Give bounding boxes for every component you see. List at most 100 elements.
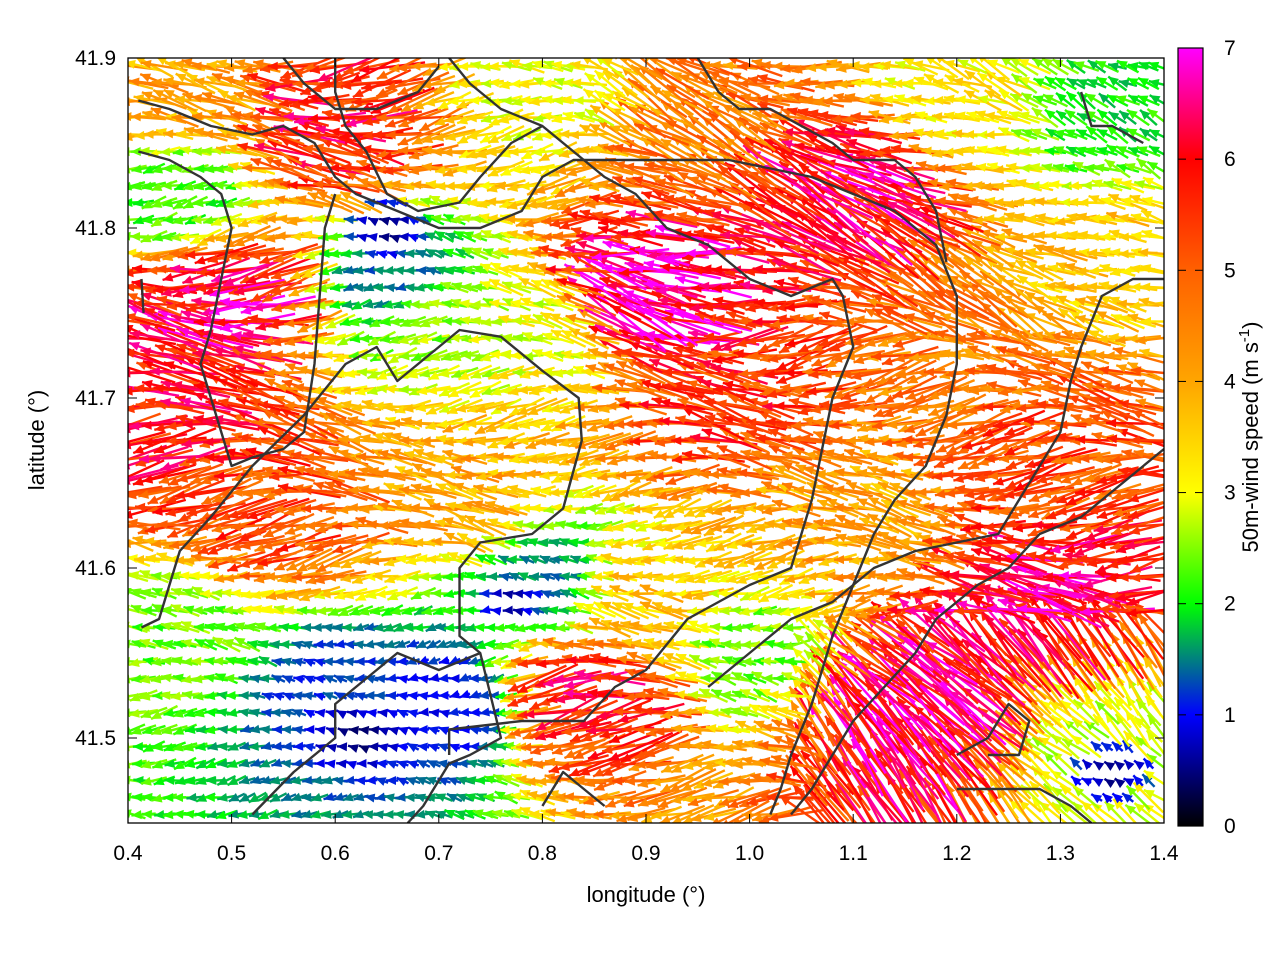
- wind-vector: [703, 809, 744, 822]
- wind-vector: [491, 809, 521, 819]
- wind-vector: [1121, 792, 1135, 803]
- wind-vector: [355, 776, 368, 786]
- wind-vector: [1125, 784, 1151, 811]
- x-tick-label: 1.3: [1046, 842, 1075, 865]
- wind-vector: [1132, 774, 1144, 787]
- wind-vector: [447, 707, 461, 717]
- wind-vector: [293, 741, 305, 751]
- x-tick-label: 0.5: [217, 842, 246, 865]
- wind-vector: [387, 726, 400, 736]
- x-tick-label: 0.8: [528, 842, 557, 865]
- wind-vector: [314, 758, 325, 768]
- wind-vector: [758, 805, 814, 823]
- wind-vector: [417, 742, 430, 752]
- wind-vector: [668, 768, 717, 793]
- wind-vector: [356, 216, 368, 225]
- wind-vector: [396, 708, 409, 719]
- wind-vector: [310, 792, 329, 802]
- wind-vector: [335, 709, 348, 720]
- wind-vector: [501, 774, 532, 787]
- wind-vector: [548, 754, 609, 774]
- wind-vector: [427, 743, 440, 752]
- wind-vector: [587, 733, 653, 760]
- wind-vector: [345, 760, 357, 770]
- wind-vector: [1143, 788, 1164, 802]
- wind-vector: [1138, 348, 1164, 359]
- wind-vector: [483, 792, 509, 802]
- wind-vector: [215, 809, 238, 820]
- wind-vector: [291, 809, 307, 819]
- wind-vector: [437, 726, 451, 736]
- wind-vector: [368, 742, 379, 752]
- wind-vector: [324, 759, 336, 769]
- wind-vector: [1101, 792, 1114, 804]
- colorbar-tick-label: 7: [1224, 37, 1236, 60]
- wind-vector: [1132, 781, 1164, 814]
- wind-vector: [375, 777, 389, 786]
- wind-vector: [426, 759, 441, 769]
- wind-vector: [1138, 297, 1164, 308]
- wind-vector: [483, 775, 508, 786]
- wind-vector: [302, 742, 316, 752]
- wind-vector: [620, 730, 683, 763]
- wind-vector: [407, 672, 419, 682]
- wind-vector: [290, 792, 308, 802]
- wind-vector: [427, 690, 440, 700]
- wind-vector: [337, 727, 349, 737]
- x-tick-label: 0.4: [113, 842, 143, 865]
- colorbar-tick-label: 3: [1224, 482, 1236, 505]
- wind-vector: [336, 759, 347, 769]
- wind-vector: [1142, 757, 1155, 770]
- y-tick-label: 41.7: [75, 387, 116, 410]
- wind-vector: [803, 717, 852, 776]
- colorbar-tick-label: 1: [1224, 704, 1236, 727]
- wind-vector: [690, 807, 737, 823]
- wind-vector: [805, 773, 850, 822]
- wind-vector: [1092, 760, 1105, 771]
- x-tick-label: 0.6: [321, 842, 350, 865]
- wind-vector: [205, 758, 227, 769]
- wind-vector: [438, 655, 450, 665]
- wind-vector: [727, 786, 783, 809]
- wind-vector: [343, 232, 358, 242]
- wind-vector: [482, 809, 509, 819]
- wind-vector: [250, 758, 265, 767]
- x-tick-label: 0.9: [631, 842, 660, 865]
- wind-vector: [447, 776, 462, 786]
- wind-vector: [446, 792, 463, 803]
- wind-vector: [415, 776, 432, 786]
- wind-vector: [785, 716, 829, 777]
- wind-vector: [396, 742, 409, 752]
- wind-vector: [457, 673, 472, 683]
- wind-vector: [1122, 777, 1135, 787]
- wind-vector: [366, 232, 378, 242]
- wind-vector: [1103, 760, 1116, 771]
- wind-vector: [428, 673, 440, 682]
- wind-vector: [397, 726, 409, 736]
- wind-vector: [972, 758, 1014, 803]
- wind-vector: [443, 808, 465, 821]
- y-tick-label: 41.5: [75, 727, 116, 750]
- wind-vector: [466, 759, 484, 769]
- wind-vector: [503, 809, 530, 820]
- wind-vector: [378, 216, 390, 226]
- wind-vector: [293, 674, 305, 684]
- wind-vector: [248, 791, 267, 804]
- wind-vector: [1143, 769, 1164, 786]
- wind-vector: [1080, 777, 1093, 787]
- wind-vector: [270, 708, 286, 718]
- wind-vector: [434, 792, 454, 803]
- wind-vector: [397, 674, 409, 684]
- wind-vector: [406, 742, 420, 753]
- wind-vector: [376, 250, 388, 259]
- wind-vector: [313, 658, 326, 667]
- wind-vector: [387, 743, 399, 753]
- wind-vector: [1103, 777, 1116, 789]
- y-tick-label: 41.8: [75, 217, 116, 240]
- colorbar-tick-label: 6: [1224, 148, 1236, 171]
- wind-vector: [344, 775, 358, 785]
- wind-vector: [459, 742, 471, 752]
- wind-vector: [358, 725, 370, 735]
